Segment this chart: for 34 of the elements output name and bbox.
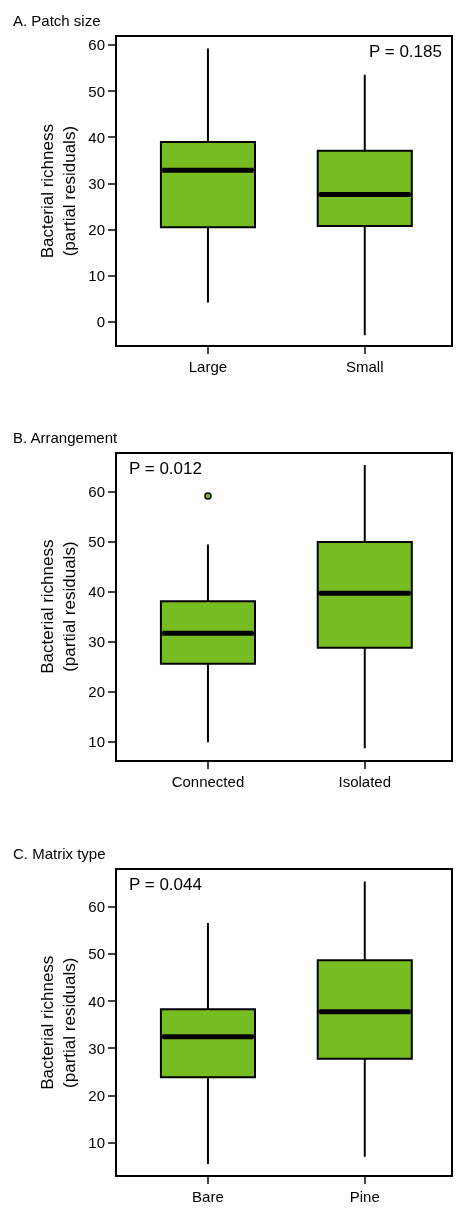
y-tick-label: 30	[88, 633, 105, 651]
y-tick-label: 30	[88, 1039, 105, 1057]
y-tick-label: 50	[88, 82, 105, 100]
y-tick-label: 10	[88, 733, 105, 751]
y-tick-label: 10	[88, 1133, 105, 1151]
y-tick-label: 60	[88, 898, 105, 916]
y-axis-title: Bacterial richness (partial residuals)	[38, 955, 80, 1090]
x-tick-label: Small	[346, 358, 384, 376]
y-tick-label: 50	[88, 533, 105, 551]
chart-title: A. Patch size	[13, 12, 101, 29]
x-tick-label: Connected	[171, 772, 245, 790]
y-tick-label: 30	[88, 174, 105, 192]
y-tick-label: 60	[88, 483, 105, 501]
chart-title: B. Arrangement	[13, 429, 119, 446]
y-tick-label: 40	[88, 128, 105, 146]
y-tick-label: 20	[88, 1086, 105, 1104]
chart-title: C. Matrix type	[13, 845, 106, 862]
y-tick-label: 40	[88, 992, 105, 1010]
y-tick-label: 60	[88, 36, 105, 54]
x-tick-label: Bare	[192, 1188, 224, 1206]
annotation: P = 0.044	[129, 875, 202, 894]
annotation: P = 0.185	[369, 42, 442, 61]
x-tick-label: Pine	[349, 1188, 380, 1206]
y-axis-title: Bacterial richness (partial residuals)	[38, 124, 80, 259]
y-tick-label: 20	[88, 683, 105, 701]
y-tick-label: 50	[88, 945, 105, 963]
y-tick-label: 0	[96, 313, 105, 331]
y-axis-title: Bacterial richness (partial residuals)	[38, 539, 80, 674]
x-tick-label: Isolated	[338, 772, 392, 790]
x-tick-label: Large	[188, 358, 228, 376]
y-tick-label: 10	[88, 267, 105, 284]
annotation: P = 0.012	[129, 459, 202, 478]
y-tick-label: 40	[88, 583, 105, 601]
y-tick-label: 20	[88, 220, 105, 238]
